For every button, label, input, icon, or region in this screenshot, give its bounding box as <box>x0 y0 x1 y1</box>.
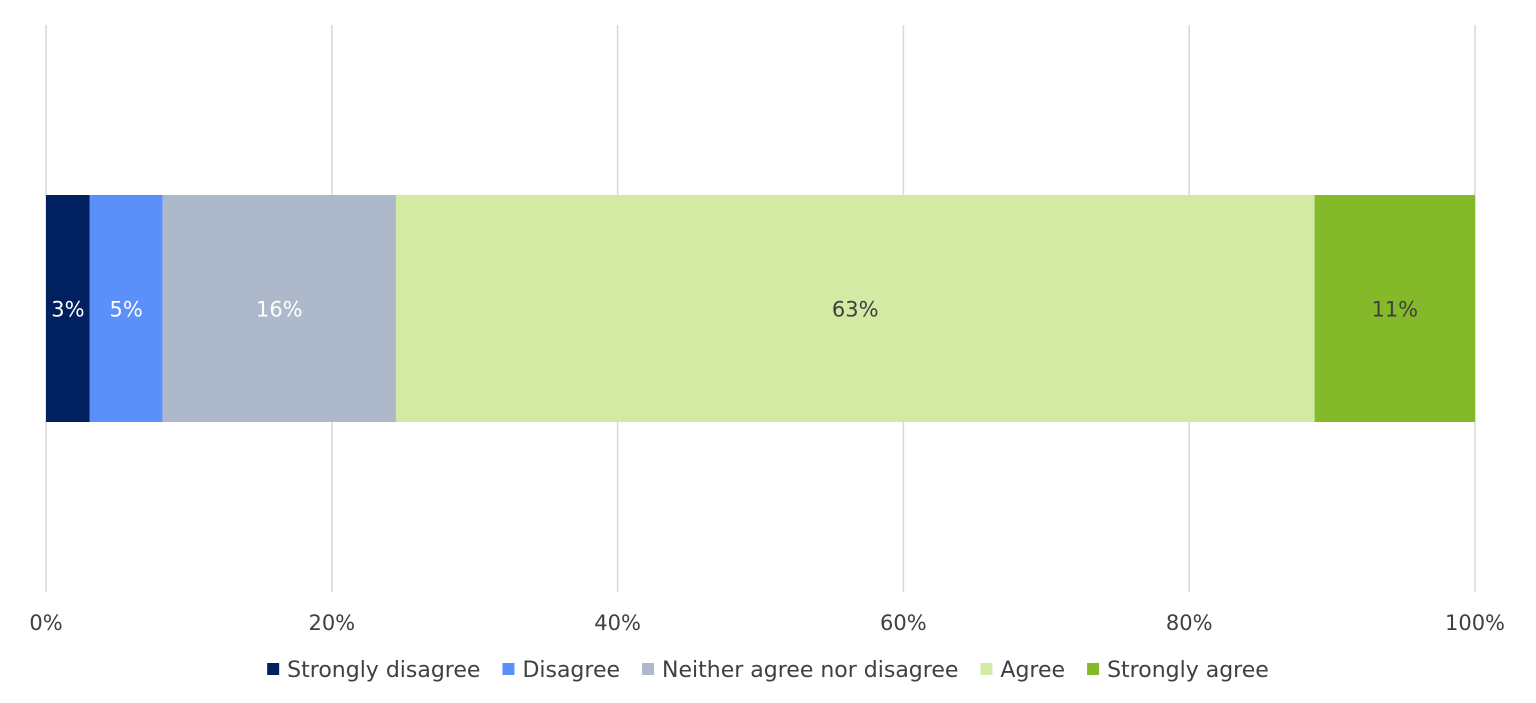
x-tick-label: 20% <box>308 611 355 635</box>
legend-swatch <box>267 663 280 675</box>
data-label: 63% <box>832 298 879 322</box>
data-label: 11% <box>1371 298 1418 322</box>
legend-label: Strongly disagree <box>287 658 480 683</box>
legend-swatch <box>1087 663 1100 675</box>
x-axis-tick-labels: 0% 20% 40% 60% 80% 100% <box>29 611 1505 635</box>
legend-label: Agree <box>1000 658 1065 683</box>
x-tick-label: 60% <box>880 611 927 635</box>
legend: Strongly disagree Disagree Neither agree n… <box>267 658 1269 683</box>
legend-item: Disagree <box>502 658 620 683</box>
legend-swatch <box>502 663 515 675</box>
data-labels: 3% 5% 16% 63% 11% <box>51 298 1418 322</box>
x-tick-label: 40% <box>594 611 641 635</box>
legend-swatch <box>980 663 993 675</box>
bar-segment <box>162 195 396 422</box>
legend-item: Neither agree nor disagree <box>642 658 958 683</box>
legend-label: Strongly agree <box>1107 658 1269 683</box>
bar-segment <box>46 195 90 422</box>
legend-swatch <box>642 663 655 675</box>
legend-item: Agree <box>980 658 1065 683</box>
x-tick-label: 0% <box>29 611 62 635</box>
data-label: 5% <box>110 298 143 322</box>
legend-item: Strongly agree <box>1087 658 1269 683</box>
bar-segments <box>46 195 1475 422</box>
legend-item: Strongly disagree <box>267 658 480 683</box>
x-tick-label: 80% <box>1166 611 1213 635</box>
legend-label: Disagree <box>522 658 620 683</box>
bar-segment <box>1314 195 1475 422</box>
data-label: 3% <box>51 298 84 322</box>
x-tick-label: 100% <box>1445 611 1505 635</box>
bar-segment <box>395 195 1315 422</box>
bar-segment <box>89 195 163 422</box>
legend-label: Neither agree nor disagree <box>662 658 958 683</box>
data-label: 16% <box>256 298 303 322</box>
